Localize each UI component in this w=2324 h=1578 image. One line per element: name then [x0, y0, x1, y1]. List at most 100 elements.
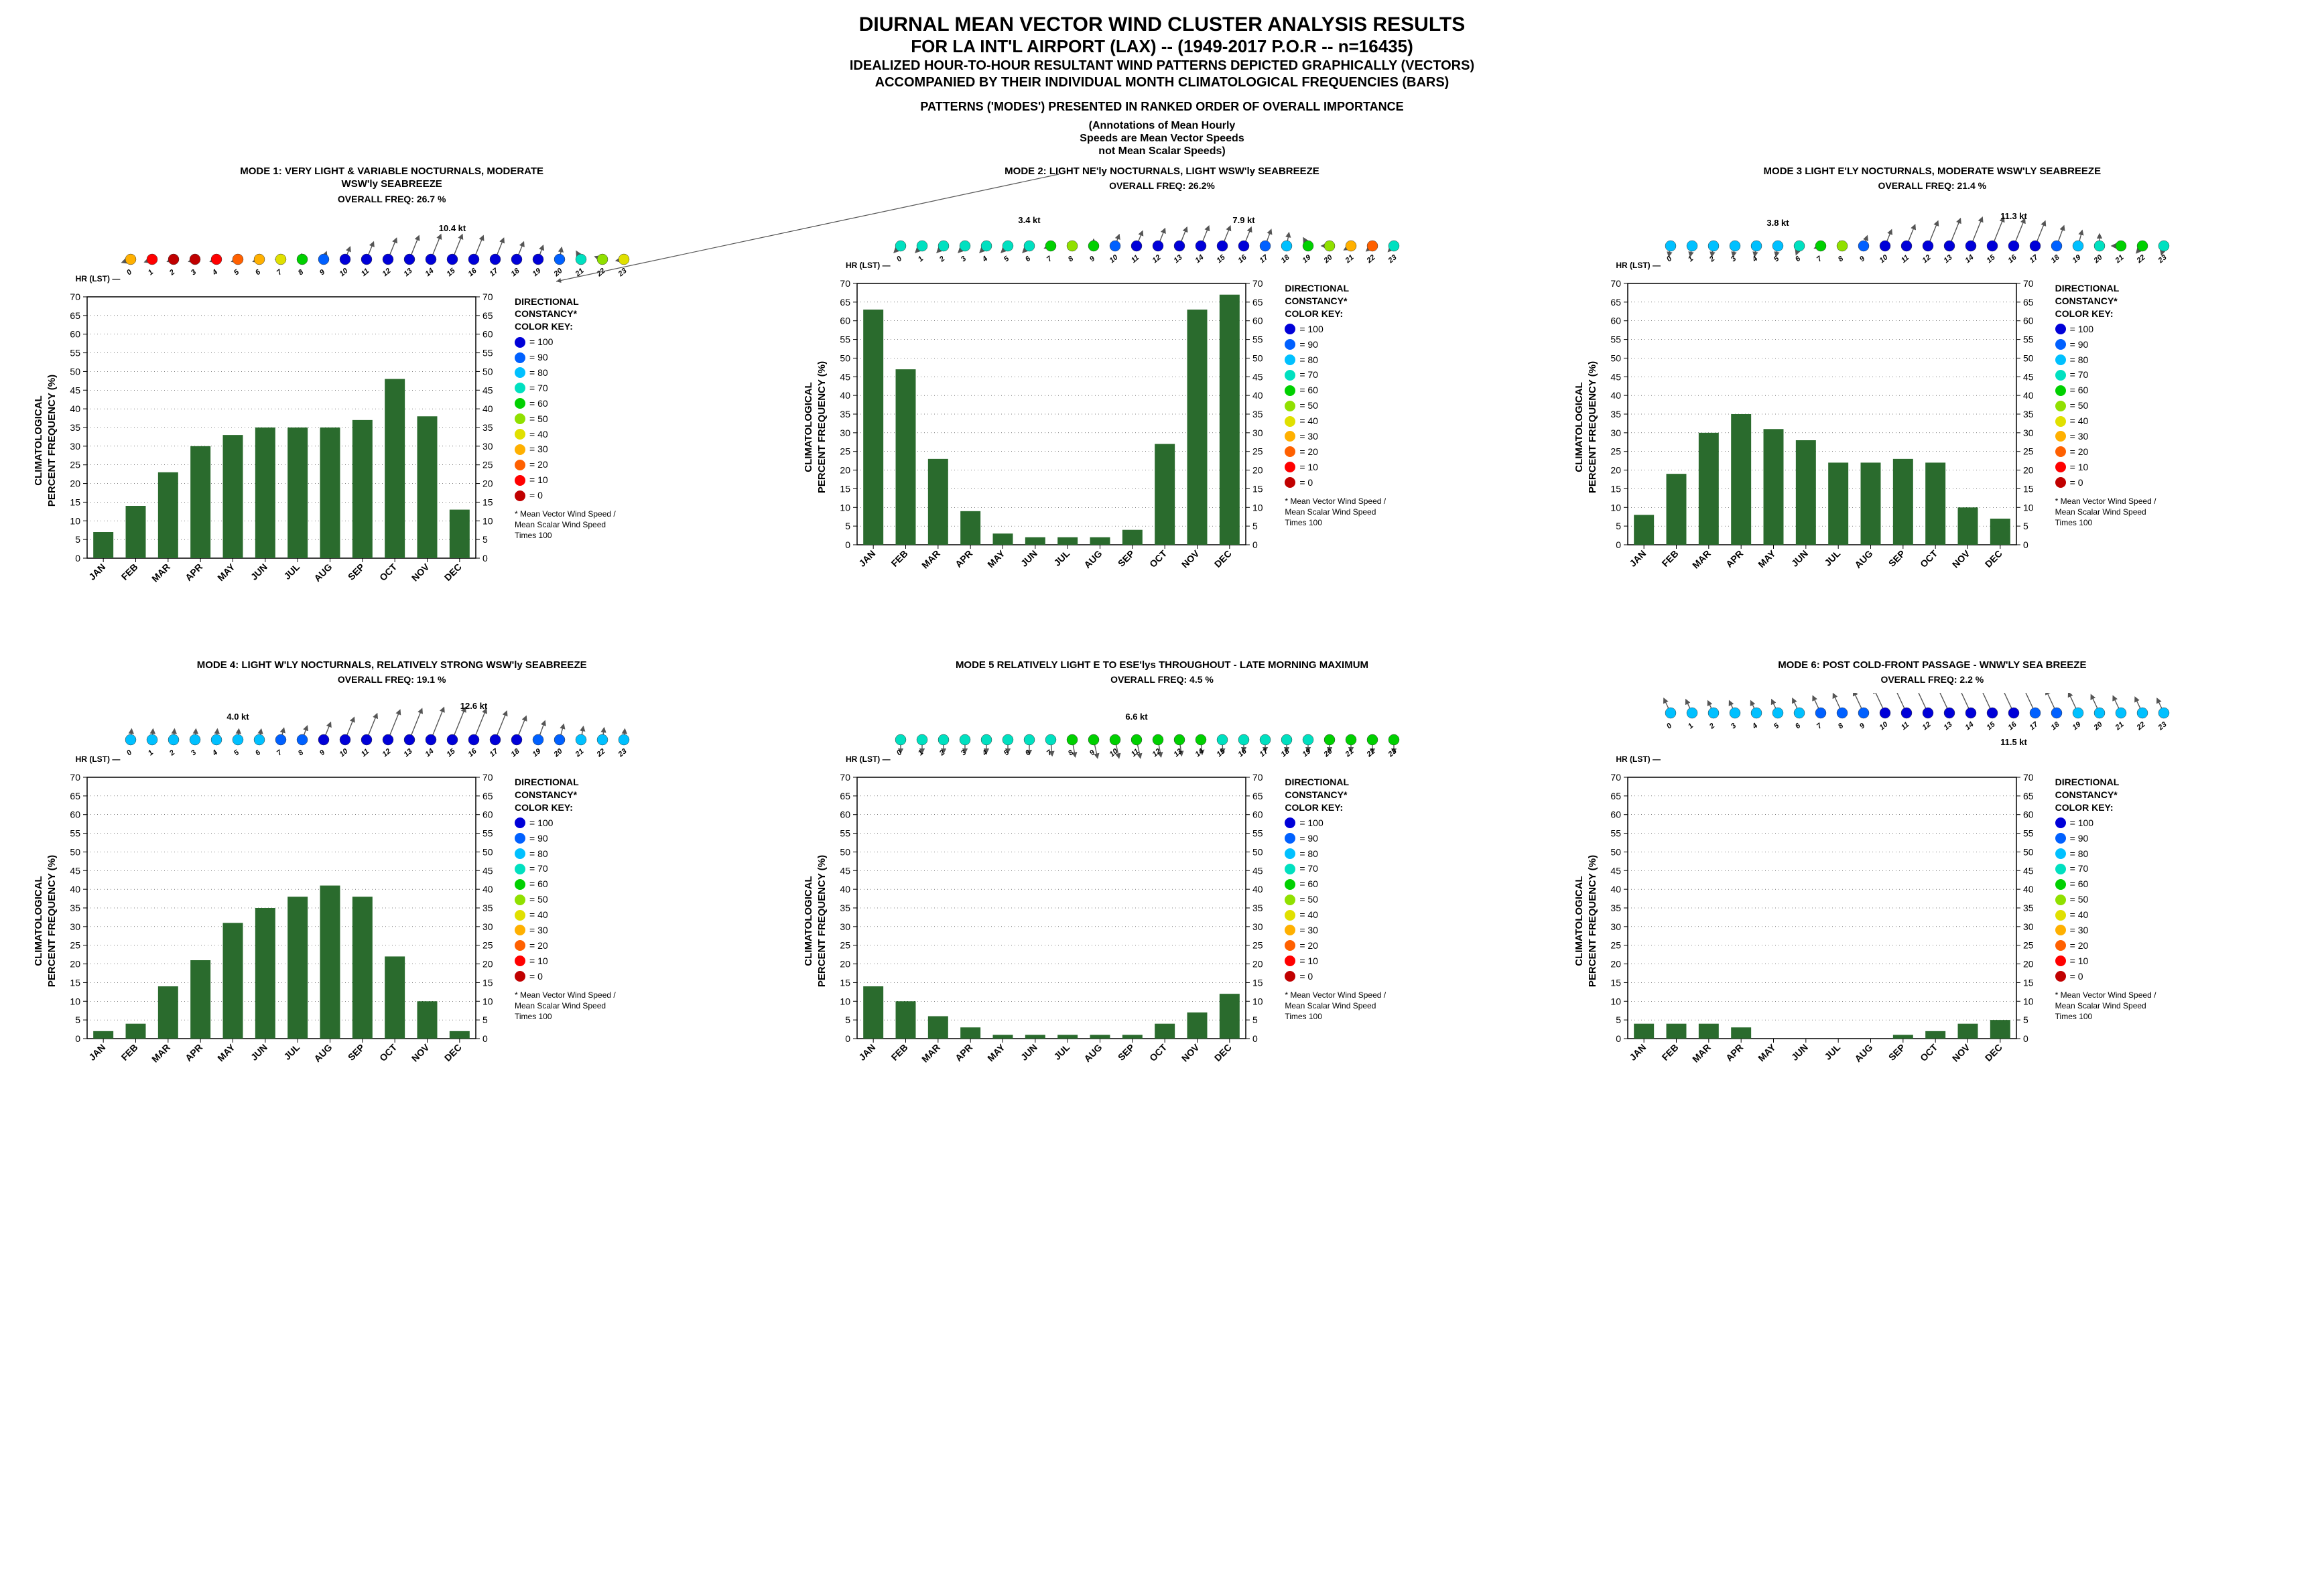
legend-dot: [515, 367, 525, 378]
svg-text:9: 9: [318, 267, 327, 277]
svg-text:8: 8: [297, 267, 306, 277]
hour-dot-11: [1131, 241, 1142, 251]
bar-SEP: [352, 419, 373, 557]
mode-freq: OVERALL FREQ: 26.2%: [797, 180, 1527, 191]
legend-dot: [1285, 401, 1295, 411]
bar-OCT: [1155, 444, 1175, 545]
hour-dot-10: [1110, 734, 1120, 745]
svg-text:16: 16: [466, 266, 478, 278]
svg-text:FEB: FEB: [889, 1042, 910, 1063]
hour-dot-8: [1837, 241, 1848, 251]
bar-JUL: [287, 897, 308, 1039]
svg-text:70: 70: [2023, 772, 2034, 783]
svg-text:40: 40: [2023, 390, 2034, 401]
svg-text:3: 3: [190, 268, 198, 277]
svg-text:21: 21: [2114, 720, 2126, 732]
svg-text:22: 22: [594, 267, 606, 279]
bar-SEP: [1122, 1035, 1143, 1039]
svg-text:0: 0: [1252, 539, 1258, 550]
svg-text:2: 2: [1707, 722, 1716, 731]
svg-text:15: 15: [2023, 483, 2034, 494]
ylabel-bot: PERCENT FREQUENCY (%): [1587, 855, 1598, 987]
svg-text:APR: APR: [953, 1042, 974, 1063]
vectors-wrap: HR (LST) — 01234567891011121314151617181…: [887, 199, 1437, 273]
svg-text:20: 20: [552, 747, 564, 759]
hour-dot-5: [233, 254, 243, 265]
svg-text:17: 17: [2028, 253, 2041, 265]
svg-text:40: 40: [1610, 390, 1621, 401]
svg-text:0: 0: [75, 553, 80, 564]
bar-NOV: [1187, 310, 1208, 545]
svg-text:1: 1: [1687, 722, 1695, 730]
svg-text:65: 65: [840, 791, 851, 801]
svg-text:40: 40: [1610, 884, 1621, 895]
svg-text:50: 50: [1610, 846, 1621, 857]
bar-FEB: [896, 1001, 916, 1039]
svg-text:MAR: MAR: [1690, 548, 1713, 571]
svg-text:10: 10: [840, 996, 851, 1006]
bar-MAR: [158, 472, 178, 557]
bar-AUG: [320, 428, 340, 558]
svg-text:19: 19: [2071, 720, 2083, 732]
legend-dot: [1285, 385, 1295, 396]
bar-JUN: [255, 428, 275, 558]
svg-text:35: 35: [482, 903, 493, 913]
bar-chart: CLIMATOLOGICALPERCENT FREQUENCY (%)00551…: [797, 771, 1279, 1092]
legend-dot: [1285, 416, 1295, 427]
svg-text:5: 5: [846, 521, 851, 531]
svg-text:8: 8: [1837, 255, 1846, 264]
svg-text:16: 16: [2007, 253, 2019, 265]
legend-dot: [515, 925, 525, 935]
svg-text:JUN: JUN: [249, 561, 269, 582]
legend-dot: [1285, 324, 1295, 334]
bar-FEB: [896, 369, 916, 545]
svg-text:30: 30: [482, 440, 493, 451]
svg-text:7: 7: [1815, 255, 1824, 264]
chart-row: CLIMATOLOGICALPERCENT FREQUENCY (%)00551…: [797, 771, 1527, 1092]
svg-text:35: 35: [70, 903, 80, 913]
hour-dot-20: [2094, 241, 2105, 251]
svg-text:25: 25: [840, 940, 851, 951]
svg-text:30: 30: [1252, 921, 1263, 932]
svg-text:SEP: SEP: [1886, 548, 1907, 569]
hour-dot-11: [1901, 241, 1912, 251]
vector-strip: 012345678910111213141516171819202122233.…: [887, 199, 1437, 273]
svg-text:5: 5: [75, 534, 80, 545]
hour-dot-3: [1730, 241, 1740, 251]
svg-text:20: 20: [70, 478, 80, 488]
color-key-legend: DIRECTIONALCONSTANCY*COLOR KEY:= 100= 90…: [515, 771, 622, 1022]
svg-text:30: 30: [840, 428, 851, 438]
hour-dot-2: [938, 734, 949, 745]
hour-dot-2: [938, 241, 949, 251]
svg-text:35: 35: [1610, 903, 1621, 913]
hour-dot-3: [960, 241, 970, 251]
svg-text:55: 55: [1252, 334, 1263, 345]
bar-MAR: [928, 459, 948, 545]
hour-dot-17: [1260, 241, 1271, 251]
hour-dot-16: [468, 254, 479, 265]
panel-mode-1: MODE 1: VERY LIGHT & VARIABLE NOCTURNALS…: [27, 165, 757, 612]
hour-dot-8: [1067, 241, 1078, 251]
hour-dot-20: [1324, 734, 1335, 745]
hour-dot-8: [297, 734, 308, 745]
legend-dot: [2055, 431, 2066, 442]
svg-text:AUG: AUG: [1852, 548, 1874, 570]
legend-dot: [2055, 940, 2066, 951]
svg-text:40: 40: [840, 884, 851, 895]
svg-text:15: 15: [1216, 253, 1228, 265]
svg-text:50: 50: [482, 846, 493, 857]
hour-dot-12: [1153, 734, 1163, 745]
svg-text:0: 0: [125, 748, 134, 758]
svg-text:5: 5: [1003, 748, 1011, 758]
legend-dot: [1285, 971, 1295, 982]
legend-dot: [2055, 416, 2066, 427]
svg-text:SEP: SEP: [346, 1042, 367, 1063]
hour-dot-22: [1367, 734, 1378, 745]
svg-text:22: 22: [1365, 747, 1377, 759]
legend-dot: [1285, 848, 1295, 859]
svg-text:21: 21: [1344, 253, 1356, 265]
hour-dot-16: [2008, 708, 2019, 718]
svg-text:6: 6: [254, 267, 263, 277]
hour-dot-21: [2116, 241, 2126, 251]
svg-text:MAY: MAY: [1756, 1041, 1778, 1063]
